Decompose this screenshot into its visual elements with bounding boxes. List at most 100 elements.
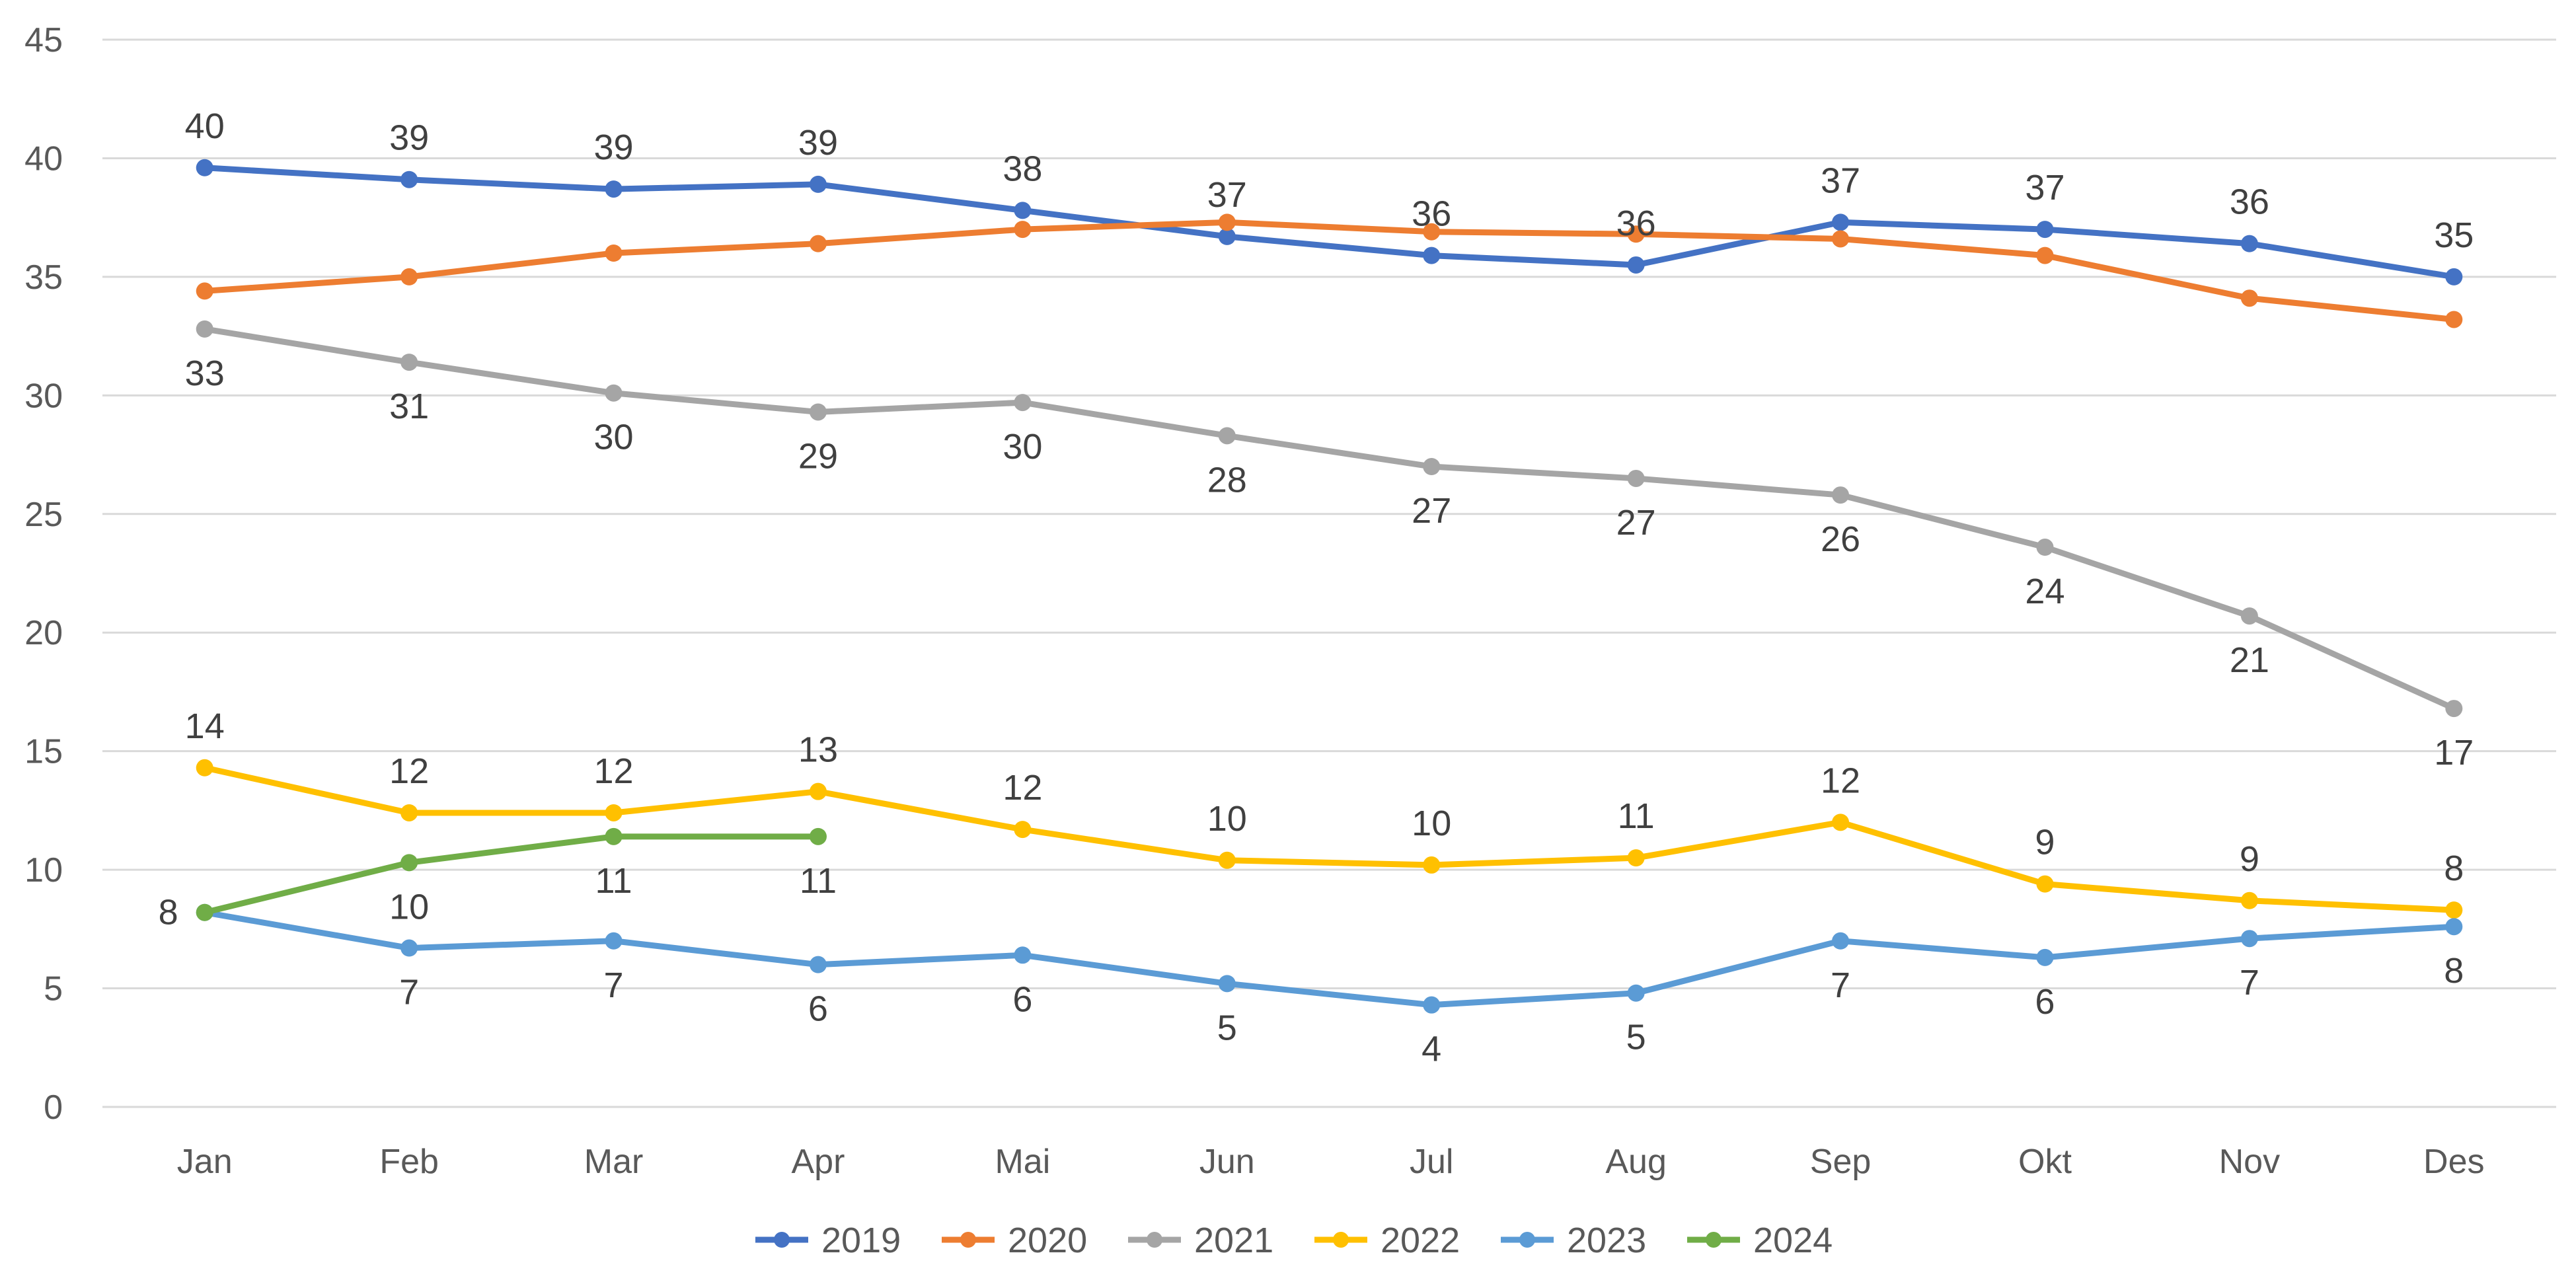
data-label-2019-nov: 36: [2230, 182, 2269, 222]
marker-2023-okt[interactable]: [2036, 948, 2054, 966]
marker-2023-apr[interactable]: [809, 956, 827, 973]
marker-2019-sep[interactable]: [1832, 213, 1850, 231]
marker-2020-feb[interactable]: [400, 268, 418, 285]
marker-2021-aug[interactable]: [1627, 469, 1645, 487]
data-label-2022-okt: 9: [2035, 823, 2055, 862]
marker-2019-mai[interactable]: [1014, 202, 1032, 219]
y-tick-label-25: 25: [24, 496, 63, 534]
marker-2019-okt[interactable]: [2036, 221, 2054, 239]
y-tick-label-10: 10: [24, 851, 63, 890]
marker-2019-feb[interactable]: [400, 170, 418, 188]
marker-2019-aug[interactable]: [1627, 256, 1645, 274]
data-label-2021-mai: 30: [1003, 427, 1042, 467]
marker-2024-jan[interactable]: [196, 903, 213, 921]
data-label-2019-mai: 38: [1003, 149, 1042, 188]
marker-2020-jul[interactable]: [1423, 223, 1441, 241]
legend-marker-2023: [1519, 1232, 1535, 1248]
marker-2021-jul[interactable]: [1423, 458, 1441, 475]
marker-2021-feb[interactable]: [400, 354, 418, 371]
marker-2019-apr[interactable]: [809, 175, 827, 193]
marker-2022-nov[interactable]: [2240, 891, 2258, 909]
data-label-2023-nov: 7: [2240, 963, 2259, 1003]
marker-2022-mai[interactable]: [1014, 821, 1032, 839]
marker-2020-mar[interactable]: [605, 245, 623, 262]
marker-2023-jul[interactable]: [1423, 996, 1441, 1014]
marker-2022-aug[interactable]: [1627, 849, 1645, 867]
data-label-2021-jun: 28: [1207, 460, 1247, 500]
marker-2023-sep[interactable]: [1832, 932, 1850, 950]
marker-2019-nov[interactable]: [2240, 235, 2258, 252]
marker-2019-mar[interactable]: [605, 180, 623, 198]
data-label-2019-mar: 39: [594, 128, 634, 167]
marker-2022-jun[interactable]: [1218, 851, 1236, 869]
data-label-2023-feb: 7: [399, 973, 419, 1012]
marker-2020-jun[interactable]: [1218, 213, 1236, 231]
marker-2019-jan[interactable]: [196, 159, 213, 176]
marker-2023-nov[interactable]: [2240, 930, 2258, 948]
marker-2019-jul[interactable]: [1423, 246, 1441, 264]
marker-2021-okt[interactable]: [2036, 539, 2054, 556]
marker-2019-des[interactable]: [2445, 268, 2463, 285]
marker-2023-aug[interactable]: [1627, 984, 1645, 1002]
legend-marker-2020: [960, 1232, 976, 1248]
marker-2021-jan[interactable]: [196, 320, 213, 338]
marker-2020-sep[interactable]: [1832, 230, 1850, 248]
legend-marker-2021: [1147, 1232, 1162, 1248]
legend-item-2020[interactable]: 2020: [942, 1221, 1087, 1260]
data-label-2022-des: 8: [2444, 849, 2464, 888]
marker-2021-apr[interactable]: [809, 403, 827, 421]
marker-2021-mar[interactable]: [605, 384, 623, 402]
legend-item-2023[interactable]: 2023: [1501, 1221, 1646, 1260]
data-label-2019-jul: 36: [1412, 194, 1451, 234]
marker-2022-sep[interactable]: [1832, 814, 1850, 831]
marker-2023-feb[interactable]: [400, 939, 418, 957]
y-tick-label-30: 30: [24, 377, 63, 415]
marker-2020-jan[interactable]: [196, 282, 213, 300]
marker-2022-okt[interactable]: [2036, 875, 2054, 893]
series-line-2022: [202, 765, 2457, 913]
data-label-2022-nov: 9: [2240, 839, 2259, 879]
x-tick-label-sep: Sep: [1810, 1143, 1872, 1181]
legend-item-2024[interactable]: 2024: [1687, 1221, 1833, 1260]
marker-2023-mai[interactable]: [1014, 946, 1032, 964]
data-label-2021-aug: 27: [1616, 503, 1656, 543]
legend[interactable]: 2019 2020 2021 2022 2023 2024: [755, 1221, 1833, 1260]
marker-2022-jul[interactable]: [1423, 856, 1441, 874]
legend-label-2024: 2024: [1753, 1221, 1833, 1260]
marker-2019-jun[interactable]: [1218, 227, 1236, 245]
marker-2024-apr[interactable]: [809, 827, 827, 845]
data-label-2023-des: 8: [2444, 951, 2464, 991]
marker-2023-jun[interactable]: [1218, 975, 1236, 993]
legend-item-2021[interactable]: 2021: [1128, 1221, 1273, 1260]
marker-2020-okt[interactable]: [2036, 246, 2054, 264]
marker-2022-apr[interactable]: [809, 782, 827, 800]
marker-2024-mar[interactable]: [605, 827, 623, 845]
y-tick-label-15: 15: [24, 733, 63, 771]
x-tick-label-jun: Jun: [1199, 1143, 1255, 1181]
marker-2021-des[interactable]: [2445, 700, 2463, 718]
marker-2021-nov[interactable]: [2240, 607, 2258, 625]
marker-2022-des[interactable]: [2445, 901, 2463, 919]
marker-2020-nov[interactable]: [2240, 289, 2258, 307]
x-tick-label-apr: Apr: [791, 1143, 845, 1181]
marker-2021-sep[interactable]: [1832, 486, 1850, 504]
marker-2023-mar[interactable]: [605, 932, 623, 950]
legend-item-2019[interactable]: 2019: [755, 1221, 901, 1260]
marker-2020-aug[interactable]: [1627, 225, 1645, 243]
marker-2021-mai[interactable]: [1014, 394, 1032, 412]
marker-2020-mai[interactable]: [1014, 221, 1032, 239]
marker-2022-jan[interactable]: [196, 759, 213, 777]
marker-2023-des[interactable]: [2445, 918, 2463, 936]
series-line-2020: [202, 219, 2457, 322]
data-label-2019-apr: 39: [798, 123, 838, 163]
marker-2020-apr[interactable]: [809, 235, 827, 252]
marker-2020-des[interactable]: [2445, 311, 2463, 328]
marker-2024-feb[interactable]: [400, 854, 418, 872]
legend-item-2022[interactable]: 2022: [1314, 1221, 1460, 1260]
data-label-2021-nov: 21: [2230, 640, 2269, 680]
y-tick-label-20: 20: [24, 614, 63, 652]
marker-2022-feb[interactable]: [400, 804, 418, 821]
marker-2022-mar[interactable]: [605, 804, 623, 821]
marker-2021-jun[interactable]: [1218, 427, 1236, 445]
data-label-2022-feb: 12: [389, 751, 429, 791]
